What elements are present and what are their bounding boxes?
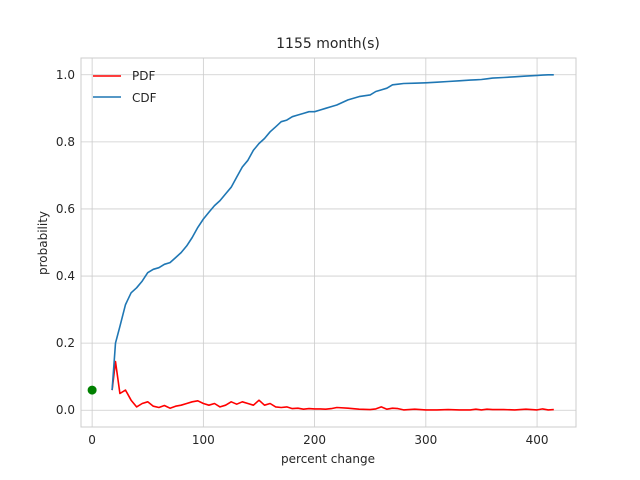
x-tick-labels: 0 100 200 300 400: [88, 433, 548, 447]
y-axis-label: probability: [36, 211, 50, 275]
series-layer: [87, 74, 554, 411]
x-tick-label: 400: [526, 433, 549, 447]
legend-label-cdf: CDF: [132, 91, 157, 105]
y-tick-label: 1.0: [56, 68, 75, 82]
y-tick-label: 0.2: [56, 336, 75, 350]
series-line-pdf: [111, 360, 554, 411]
y-tick-label: 0.8: [56, 135, 75, 149]
plot-frame: [80, 57, 577, 428]
y-tick-label: 0.6: [56, 202, 75, 216]
legend-label-pdf: PDF: [132, 69, 155, 83]
legend: PDF CDF: [93, 69, 157, 105]
legend-item-cdf: CDF: [93, 91, 157, 105]
x-tick-label: 100: [192, 433, 215, 447]
y-tick-label: 0.0: [56, 403, 75, 417]
x-axis-label: percent change: [281, 452, 375, 466]
y-tick-label: 0.4: [56, 269, 75, 283]
legend-item-pdf: PDF: [93, 69, 155, 83]
chart-title: 1155 month(s): [276, 36, 380, 52]
series-line-cdf: [111, 74, 554, 391]
x-tick-label: 200: [303, 433, 326, 447]
grid: [81, 58, 576, 427]
x-tick-label: 300: [414, 433, 437, 447]
y-tick-labels: 0.0 0.2 0.4 0.6 0.8 1.0: [56, 68, 75, 417]
x-tick-label: 0: [88, 433, 96, 447]
data-point-marker: [87, 385, 97, 395]
